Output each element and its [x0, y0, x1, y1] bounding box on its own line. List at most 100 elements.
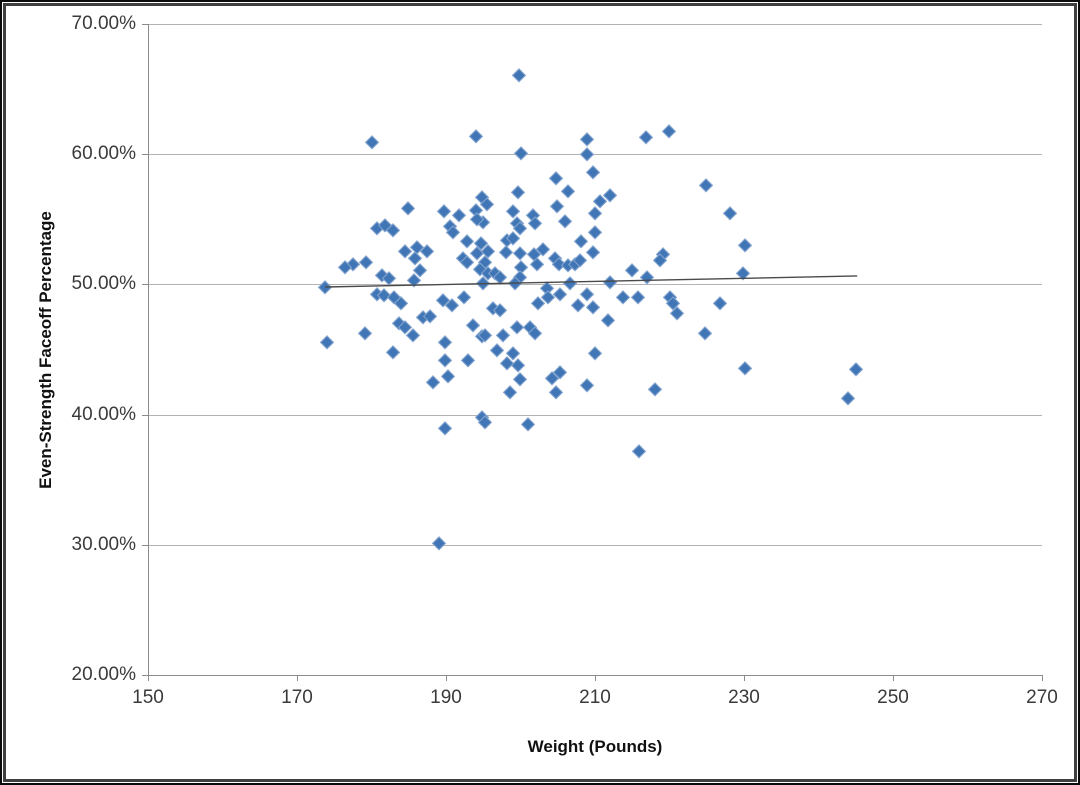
scatter-point [571, 298, 585, 312]
scatter-point [616, 290, 631, 305]
scatter-point [738, 238, 752, 253]
x-tick-label: 270 [1026, 687, 1058, 708]
scatter-point [632, 444, 646, 458]
y-tick-label: 30.00% [71, 533, 136, 555]
scatter-point [451, 208, 466, 223]
scatter-point [496, 328, 511, 342]
y-tick-mark [142, 414, 148, 416]
scatter-point [469, 129, 483, 143]
x-tick-mark [595, 675, 596, 681]
x-tick-label: 250 [877, 687, 909, 708]
gridline [148, 24, 1042, 25]
y-tick-mark [142, 544, 148, 546]
scatter-point [736, 265, 750, 280]
y-tick-label: 50.00% [71, 273, 136, 295]
scatter-point [426, 375, 441, 389]
scatter-point [648, 381, 663, 396]
x-tick-label: 150 [132, 687, 164, 708]
scatter-point [320, 334, 334, 349]
scatter-point [511, 358, 525, 372]
x-tick-mark [148, 675, 149, 681]
scatter-point [441, 368, 455, 383]
scatter-point [432, 536, 446, 551]
x-tick-mark [297, 675, 298, 681]
scatter-point [698, 325, 712, 340]
y-tick-mark [142, 675, 148, 676]
scatter-point [841, 390, 856, 405]
scatter-point [358, 325, 372, 340]
scatter-point [510, 320, 524, 335]
gridline [148, 154, 1042, 156]
scatter-point [438, 420, 452, 435]
x-tick-mark [446, 675, 447, 681]
chart-canvas: 20.00% 30.00% 40.00% 50.00% 60.00% 70.00% 150 1… [3, 3, 1077, 782]
x-tick-label: 190 [430, 687, 462, 708]
scatter-point [437, 204, 451, 219]
y-tick-label: 70.00% [71, 13, 136, 34]
trendline [325, 275, 858, 288]
y-tick-label: 60.00% [71, 143, 136, 165]
scatter-point [513, 246, 527, 260]
scatter-point [713, 295, 727, 310]
scatter-point [503, 385, 517, 400]
scatter-point [699, 178, 713, 193]
gridline [148, 414, 1042, 416]
scatter-point [580, 377, 594, 392]
scatter-point [553, 286, 567, 301]
y-tick-mark [142, 284, 148, 286]
scatter-point [401, 200, 415, 215]
y-axis-line [148, 24, 149, 675]
scatter-point [586, 245, 600, 259]
scatter-point [499, 245, 514, 259]
scatter-point [723, 206, 737, 220]
scatter-point [586, 299, 600, 314]
x-tick-mark [1042, 675, 1043, 681]
scatter-point [466, 318, 480, 332]
y-tick-label: 40.00% [71, 403, 136, 425]
scatter-point [460, 234, 474, 249]
scatter-point [558, 213, 572, 228]
y-tick-mark [142, 154, 148, 156]
scatter-point [625, 263, 639, 277]
scatter-point [588, 225, 602, 240]
x-tick-label: 210 [579, 687, 611, 708]
scatter-point [638, 130, 653, 144]
y-tick-mark [142, 24, 148, 25]
scatter-point [849, 362, 863, 376]
scatter-point [549, 170, 563, 185]
scatter-point [738, 361, 752, 375]
x-axis-title: Weight (Pounds) [527, 737, 663, 756]
scatter-point [586, 165, 600, 180]
scatter-point [580, 286, 594, 301]
scatter-point [457, 290, 471, 305]
scatter-point [580, 131, 594, 146]
scatter-point [438, 334, 452, 349]
scatter-point [662, 124, 676, 138]
scatter-point [640, 269, 654, 284]
x-tick-mark [893, 675, 894, 681]
scatter-point [588, 206, 602, 220]
scatter-point [562, 276, 577, 290]
scatter-point [514, 146, 528, 160]
scatter-point [574, 234, 588, 249]
scatter-point [521, 416, 535, 431]
scatter-point [461, 353, 476, 367]
scatter-point [386, 345, 400, 359]
scatter-point [588, 346, 602, 361]
scatter-point [600, 312, 615, 327]
scatter-point [549, 385, 563, 400]
scatter-point [513, 372, 527, 387]
scatter-point [511, 185, 525, 199]
scatter-point [359, 255, 373, 269]
scatter-point [318, 280, 333, 294]
scatter-point [489, 342, 504, 357]
scatter-point [631, 290, 645, 305]
x-tick-label: 170 [281, 687, 313, 708]
y-axis-title: Even-Strength Faceoff Percentage [36, 210, 55, 489]
scatter-point [512, 68, 526, 82]
gridline [148, 284, 1042, 286]
gridline [148, 544, 1042, 546]
y-tick-label: 20.00% [71, 664, 136, 685]
scatter-point [603, 275, 617, 289]
